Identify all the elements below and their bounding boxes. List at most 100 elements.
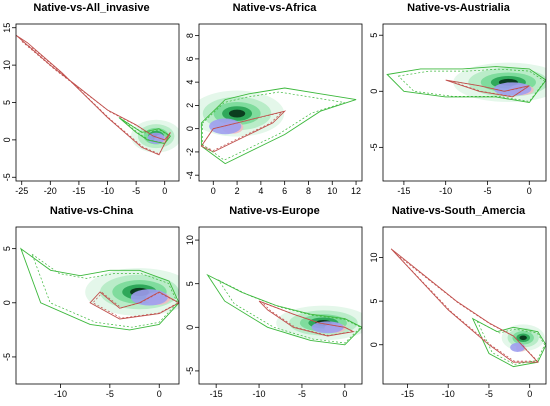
y-tick-label: 0 — [2, 137, 12, 142]
red-contour-dashed — [396, 254, 539, 362]
plot-area: -25 -20 -15 -10 -5 0 -5 0 5 10 15 — [2, 23, 180, 196]
y-tick-label: 5 — [369, 33, 379, 38]
red-contour-dashed — [201, 111, 283, 151]
y-tick-label: 15 — [2, 23, 12, 33]
y-tick-label: -5 — [369, 143, 379, 151]
x-tick-label: 2 — [235, 186, 240, 196]
x-tick-label: -5 — [485, 389, 493, 399]
y-tick-label: 10 — [185, 235, 195, 245]
y-tick-label: 5 — [2, 100, 12, 105]
overlap-region — [510, 342, 525, 352]
x-tick-label: 0 — [527, 389, 532, 399]
y-tick-label: 6 — [185, 56, 195, 61]
green-contour — [200, 87, 357, 165]
chart-panel: Native-vs-South_Amercia -15 -10 -5 0 0 5 10 — [367, 203, 550, 406]
y-tick-label: 0 — [369, 89, 379, 94]
y-tick-label: -5 — [2, 173, 12, 181]
plot-frame — [198, 226, 363, 385]
x-tick-label: -5 — [483, 186, 491, 196]
green-contour-dashed — [31, 253, 178, 328]
green-contour-dashed — [476, 320, 546, 365]
y-tick-label: -5 — [185, 367, 195, 375]
green-contour-dashed — [201, 91, 345, 161]
plot-frame — [198, 23, 363, 182]
x-tick-label: -5 — [132, 186, 140, 196]
chart-panel: Native-vs-All_invasive -25 -20 -15 -10 -5 0 -5 0… — [0, 0, 183, 203]
y-tick-label: 10 — [369, 253, 379, 263]
y-tick-label: 4 — [185, 80, 195, 85]
y-tick-label: -4 — [185, 171, 195, 179]
x-tick-label: -10 — [54, 389, 67, 399]
y-tick-label: 10 — [2, 60, 12, 70]
green-contour-dashed — [397, 68, 546, 102]
x-tick-label: -15 — [397, 186, 410, 196]
chart-panel: Native-vs-Europe -15 -10 -5 0 -5 0 5 10 — [183, 203, 366, 406]
y-tick-label: 5 — [2, 246, 12, 251]
plot-area: -15 -10 -5 0 -5 0 5 — [369, 23, 547, 196]
y-tick-label: 5 — [369, 299, 379, 304]
x-tick-label: 0 — [157, 389, 162, 399]
green-contour — [206, 273, 362, 346]
green-contour — [386, 66, 546, 103]
plot-area: 0 2 4 6 8 10 12 -4 -2 0 2 4 6 8 — [185, 23, 363, 196]
x-tick-label: -5 — [106, 389, 114, 399]
green-contour — [19, 247, 179, 331]
green-contour-dashed — [217, 279, 362, 344]
chart-title: Native-vs-Austrialia — [407, 2, 510, 14]
overlap-region — [311, 321, 344, 334]
chart-panel: Native-vs-China -10 -5 0 -5 0 5 — [0, 203, 183, 406]
x-tick-label: -25 — [15, 186, 28, 196]
chart-title: Native-vs-China — [49, 205, 134, 217]
plot-frame — [15, 226, 180, 385]
chart-title: Native-vs-All_invasive — [33, 2, 150, 14]
y-tick-label: 0 — [185, 325, 195, 330]
density-layer — [228, 109, 246, 118]
x-tick-label: 0 — [162, 186, 167, 196]
x-tick-label: -10 — [101, 186, 114, 196]
red-contour — [390, 248, 539, 363]
x-tick-label: -10 — [439, 186, 452, 196]
y-tick-label: 5 — [185, 281, 195, 286]
red-contour — [445, 79, 530, 98]
density-layer — [519, 335, 527, 341]
plot-area: -15 -10 -5 0 0 5 10 — [369, 226, 547, 399]
plot-frame — [382, 23, 547, 182]
x-tick-label: 12 — [351, 186, 361, 196]
y-tick-label: -2 — [185, 148, 195, 156]
x-tick-label: 4 — [258, 186, 263, 196]
x-tick-label: -5 — [298, 389, 306, 399]
y-tick-label: -5 — [2, 353, 12, 361]
y-tick-label: 0 — [369, 342, 379, 347]
red-contour-dashed — [92, 292, 179, 319]
x-tick-label: -10 — [442, 389, 455, 399]
x-tick-label: -15 — [401, 389, 414, 399]
x-tick-label: -10 — [253, 389, 266, 399]
x-tick-label: 0 — [211, 186, 216, 196]
y-tick-label: 0 — [185, 126, 195, 131]
plot-frame — [382, 226, 547, 385]
y-tick-label: 8 — [185, 33, 195, 38]
green-contour — [118, 117, 172, 145]
x-tick-label: 0 — [342, 389, 347, 399]
y-tick-label: 0 — [2, 300, 12, 305]
x-tick-label: -15 — [210, 389, 223, 399]
chart-panel: Native-vs-Africa 0 2 4 6 8 10 12 -4 -2 0 2 4 6 8 — [183, 0, 366, 203]
chart-title: Native-vs-Africa — [232, 2, 317, 14]
chart-title: Native-vs-Europe — [229, 205, 320, 217]
x-tick-label: -15 — [72, 186, 85, 196]
x-tick-label: 10 — [327, 186, 337, 196]
x-tick-label: 6 — [282, 186, 287, 196]
plot-area: -15 -10 -5 0 -5 0 5 10 — [185, 226, 363, 399]
x-tick-label: 0 — [527, 186, 532, 196]
x-tick-label: -20 — [44, 186, 57, 196]
chart-panel: Native-vs-Austrialia -15 -10 -5 0 -5 0 5 — [367, 0, 550, 203]
x-tick-label: 8 — [306, 186, 311, 196]
y-tick-label: 2 — [185, 103, 195, 108]
red-contour — [258, 300, 355, 337]
red-contour-dashed — [448, 80, 530, 97]
overlap-region — [209, 118, 242, 135]
chart-title: Native-vs-South_Amercia — [391, 205, 526, 217]
green-contour-dashed — [122, 119, 171, 144]
plot-area: -10 -5 0 -5 0 5 — [2, 226, 180, 399]
